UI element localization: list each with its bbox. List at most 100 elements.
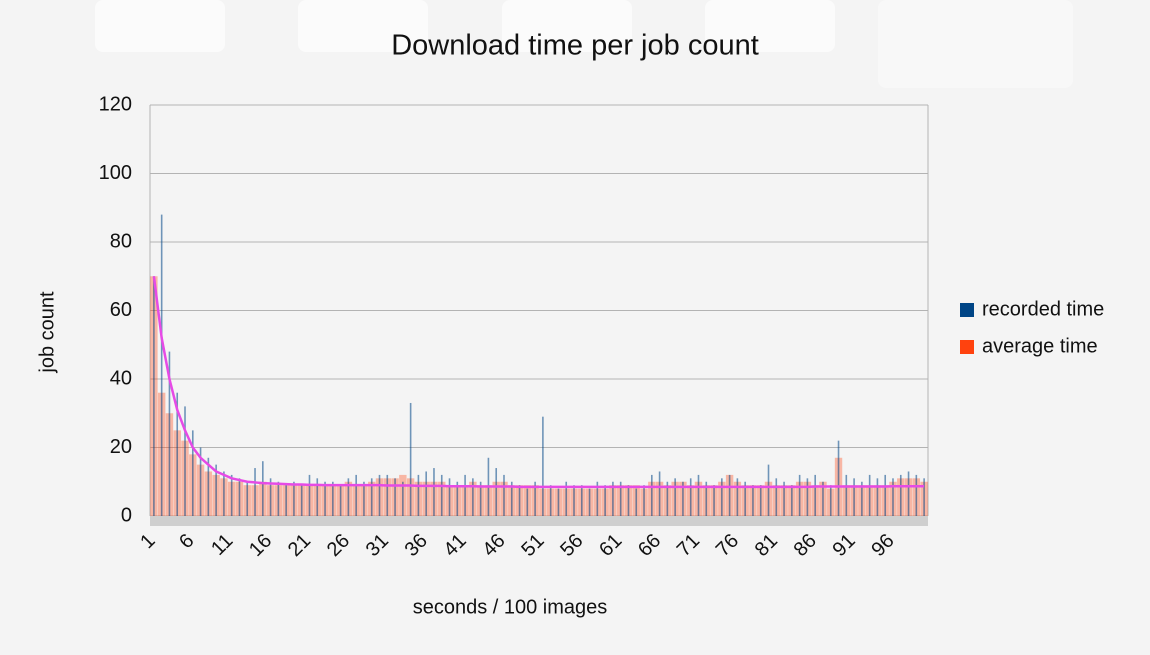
recorded-bar bbox=[767, 464, 770, 516]
x-tick-label: 51 bbox=[517, 530, 548, 561]
x-tick-label: 56 bbox=[556, 530, 587, 561]
recorded-bar bbox=[534, 481, 536, 516]
chart-title: Download time per job count bbox=[391, 30, 759, 62]
recorded-bar bbox=[495, 468, 498, 516]
recorded-bar bbox=[409, 402, 412, 516]
recorded-bar bbox=[402, 481, 404, 516]
recorded-bar bbox=[596, 481, 599, 516]
y-tick-label: 60 bbox=[110, 299, 132, 321]
recorded-bar bbox=[682, 481, 684, 516]
x-tick-label: 36 bbox=[401, 530, 432, 561]
x-tick-label: 71 bbox=[673, 530, 704, 561]
recorded-bar bbox=[580, 485, 583, 516]
y-axis-label: job count bbox=[36, 291, 58, 374]
recorded-bar bbox=[199, 447, 202, 516]
recorded-bar bbox=[666, 481, 669, 516]
x-tick-label: 61 bbox=[595, 530, 626, 561]
recorded-bar bbox=[433, 468, 435, 516]
x-tick-label: 31 bbox=[362, 530, 393, 561]
recorded-bar bbox=[612, 481, 614, 516]
recorded-bar bbox=[479, 481, 482, 516]
recorded-bar bbox=[728, 474, 731, 516]
recorded-bar bbox=[876, 478, 879, 516]
x-tick-label: 46 bbox=[478, 530, 509, 561]
x-tick-label: 81 bbox=[751, 530, 782, 561]
recorded-bar bbox=[884, 474, 887, 516]
x-tick-label: 91 bbox=[829, 530, 860, 561]
legend-label: average time bbox=[982, 335, 1098, 357]
y-tick-label: 20 bbox=[110, 436, 132, 458]
recorded-bar bbox=[184, 406, 186, 516]
recorded-bar bbox=[643, 485, 645, 516]
x-tick-label: 1 bbox=[136, 530, 159, 553]
recorded-bar bbox=[713, 485, 715, 516]
recorded-bar bbox=[798, 474, 801, 516]
recorded-bar bbox=[472, 478, 474, 516]
recorded-bar bbox=[619, 481, 622, 516]
recorded-bar bbox=[853, 478, 855, 516]
x-axis-label: seconds / 100 images bbox=[413, 596, 608, 618]
recorded-bar bbox=[363, 481, 365, 516]
recorded-bar bbox=[378, 474, 381, 516]
recorded-bar bbox=[339, 485, 342, 516]
x-tick-label: 86 bbox=[790, 530, 821, 561]
trendline bbox=[152, 276, 925, 489]
recorded-bar bbox=[573, 485, 575, 516]
recorded-bar bbox=[370, 478, 373, 516]
recorded-bar bbox=[394, 478, 396, 516]
recorded-bar bbox=[448, 478, 451, 516]
recorded-bar bbox=[316, 478, 319, 516]
y-tick-label: 80 bbox=[110, 230, 132, 252]
bg-card bbox=[95, 0, 225, 52]
recorded-bar bbox=[238, 478, 241, 516]
recorded-bar bbox=[510, 481, 513, 516]
recorded-bar bbox=[191, 430, 194, 516]
recorded-bar bbox=[324, 481, 326, 516]
recorded-bar bbox=[604, 485, 606, 516]
recorded-bar bbox=[915, 474, 918, 516]
recorded-bar bbox=[814, 474, 816, 516]
x-tick-label: 21 bbox=[284, 530, 315, 561]
recorded-bar bbox=[783, 481, 785, 516]
y-tick-label: 40 bbox=[110, 367, 132, 389]
recorded-bar bbox=[223, 471, 225, 516]
recorded-bar bbox=[829, 485, 832, 516]
recorded-bar bbox=[822, 481, 824, 516]
x-tick-label: 11 bbox=[207, 530, 237, 560]
legend-label: recorded time bbox=[982, 298, 1104, 320]
x-tick-label: 76 bbox=[712, 530, 743, 561]
x-tick-comb bbox=[150, 516, 928, 526]
recorded-bar bbox=[861, 481, 863, 516]
recorded-bar bbox=[269, 478, 272, 516]
recorded-bar bbox=[674, 478, 676, 516]
recorded-bar bbox=[791, 485, 793, 516]
recorded-bar bbox=[868, 474, 871, 516]
x-tick-label: 66 bbox=[634, 530, 665, 561]
recorded-bar bbox=[300, 485, 303, 516]
recorded-bar bbox=[627, 485, 630, 516]
recorded-bar bbox=[153, 276, 155, 516]
recorded-bar bbox=[176, 392, 179, 516]
recorded-bar bbox=[456, 481, 459, 516]
legend-swatch bbox=[960, 340, 974, 354]
bg-card bbox=[298, 0, 428, 52]
recorded-bar bbox=[697, 474, 700, 516]
recorded-bar bbox=[355, 474, 357, 516]
recorded-bar bbox=[899, 474, 902, 516]
recorded-bar bbox=[285, 485, 287, 516]
recorded-bar bbox=[658, 471, 661, 516]
recorded-bar bbox=[892, 478, 894, 516]
recorded-bar bbox=[277, 481, 280, 516]
recorded-bar bbox=[736, 478, 739, 516]
recorded-bar bbox=[845, 474, 848, 516]
recorded-bar bbox=[565, 481, 568, 516]
recorded-bar bbox=[542, 416, 544, 516]
recorded-bar bbox=[332, 481, 334, 516]
recorded-bar bbox=[837, 440, 840, 516]
x-tick-label: 26 bbox=[323, 530, 354, 561]
recorded-bar bbox=[588, 488, 591, 516]
recorded-bar bbox=[440, 474, 443, 516]
recorded-bar bbox=[308, 474, 311, 516]
recorded-bar bbox=[246, 481, 249, 516]
